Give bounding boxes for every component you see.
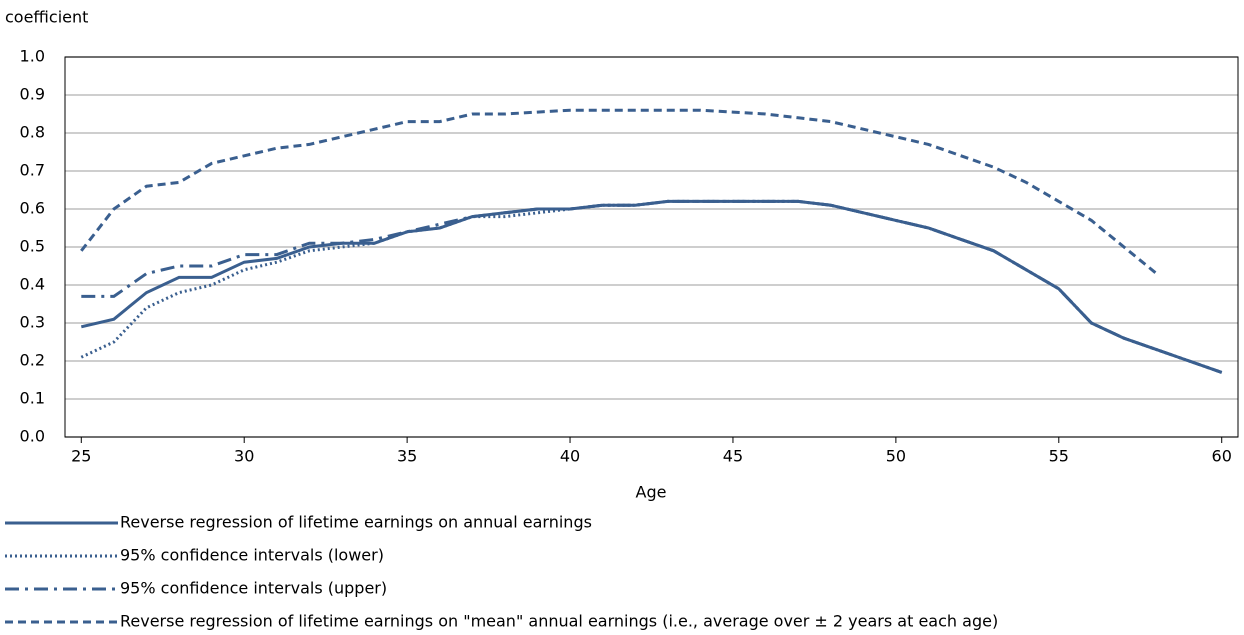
x-axis-label: Age	[636, 483, 667, 502]
x-tick-label: 40	[560, 447, 580, 466]
y-tick-label: 0.8	[20, 123, 45, 142]
y-tick-label: 0.9	[20, 85, 45, 104]
y-tick-label: 0.4	[20, 275, 45, 294]
y-tick-label: 0.2	[20, 351, 45, 370]
x-tick-label: 35	[397, 447, 417, 466]
legend-label: Reverse regression of lifetime earnings …	[120, 513, 592, 532]
legend-label: 95% confidence intervals (upper)	[120, 579, 387, 598]
plot-frame	[64, 56, 1239, 438]
x-tick-label: 50	[886, 447, 906, 466]
y-tick-label: 0.5	[20, 237, 45, 256]
x-tick-label: 60	[1212, 447, 1232, 466]
y-tick-label: 0.7	[20, 161, 45, 180]
x-tick-label: 55	[1049, 447, 1069, 466]
y-tick-label: 0.3	[20, 313, 45, 332]
x-tick-label: 45	[723, 447, 743, 466]
y-tick-label: 0.0	[20, 427, 45, 446]
x-tick-label: 25	[71, 447, 91, 466]
series-line	[80, 108, 1158, 275]
legend-label: 95% confidence intervals (lower)	[120, 546, 384, 565]
x-tick-label: 30	[234, 447, 254, 466]
y-axis-label: coefficient	[5, 8, 88, 27]
series-line	[80, 199, 1223, 374]
y-tick-label: 0.6	[20, 199, 45, 218]
series-line	[80, 199, 1223, 374]
y-tick-label: 0.1	[20, 389, 45, 408]
series-line	[81, 199, 1223, 374]
y-tick-label: 1.0	[20, 47, 45, 66]
legend-label: Reverse regression of lifetime earnings …	[120, 612, 998, 631]
